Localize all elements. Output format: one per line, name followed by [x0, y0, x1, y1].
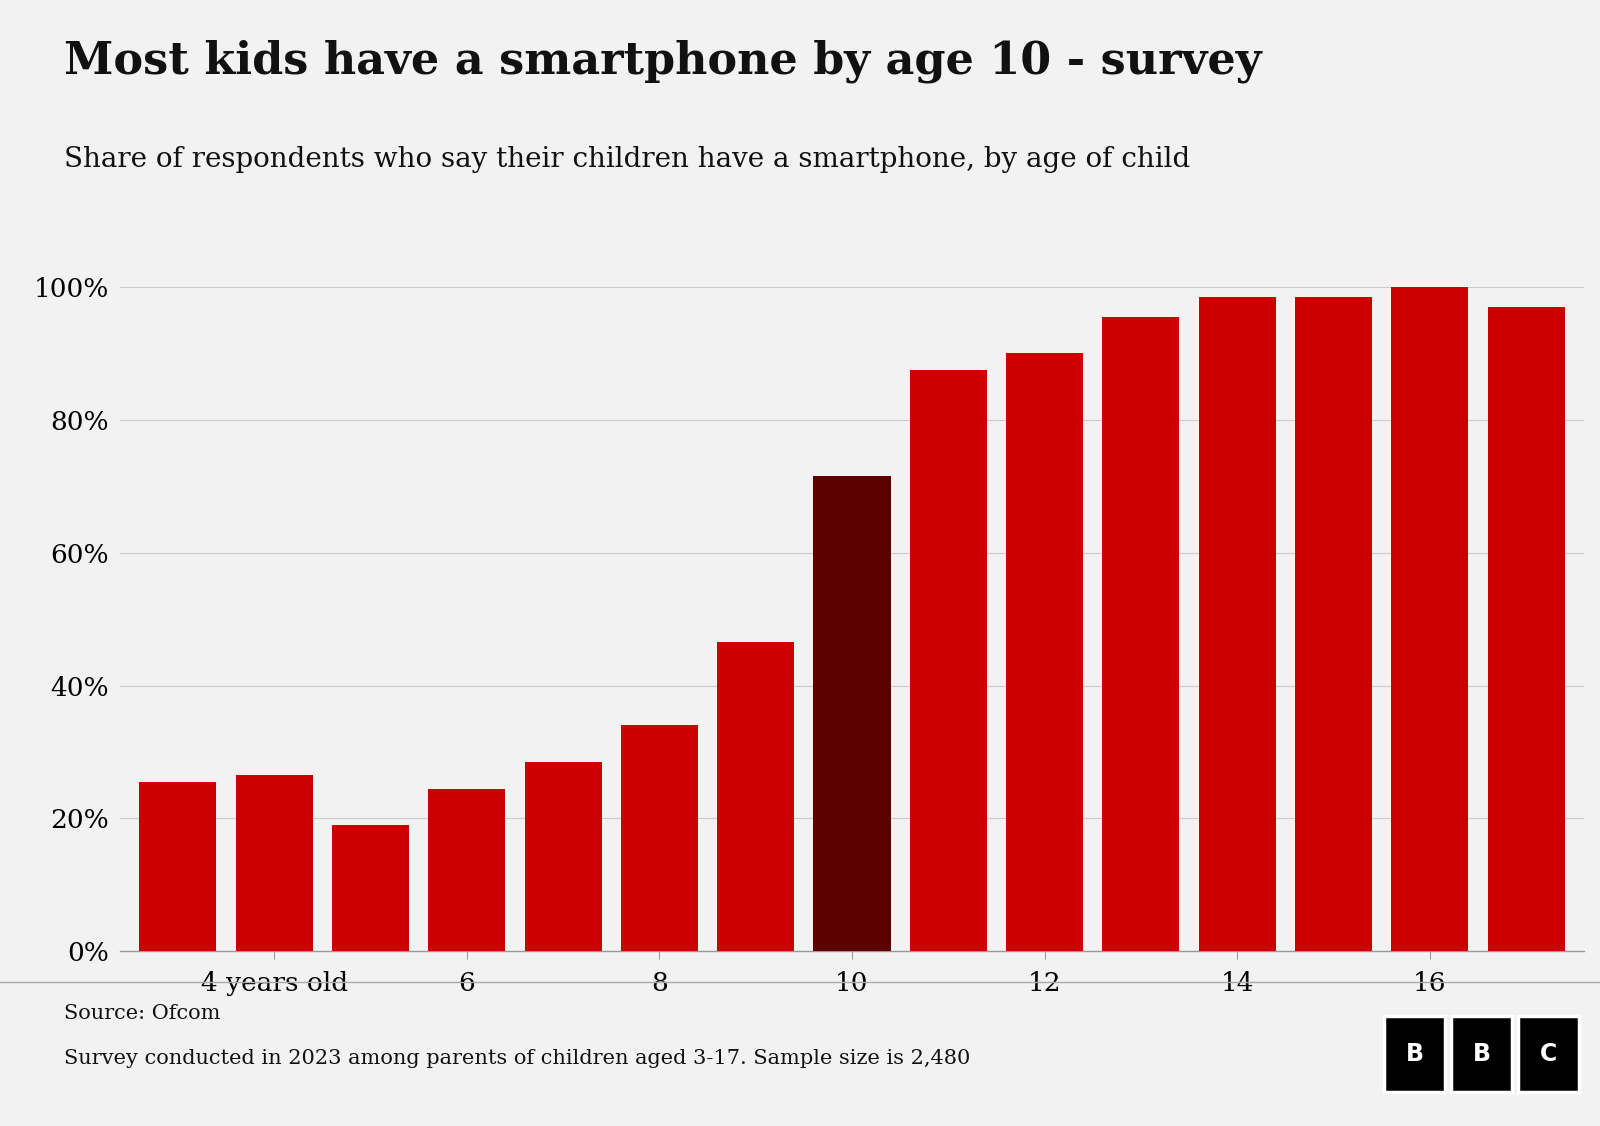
Bar	[621, 725, 698, 951]
Text: Most kids have a smartphone by age 10 - survey: Most kids have a smartphone by age 10 - …	[64, 39, 1261, 83]
Bar	[1102, 316, 1179, 951]
Bar	[1392, 287, 1469, 951]
Bar	[331, 825, 410, 951]
Text: Source: Ofcom: Source: Ofcom	[64, 1004, 221, 1024]
Bar	[235, 776, 312, 951]
Bar	[717, 642, 794, 951]
Text: B: B	[1472, 1042, 1491, 1066]
Text: C: C	[1541, 1042, 1557, 1066]
Bar	[910, 369, 987, 951]
Bar	[813, 476, 891, 951]
Text: Survey conducted in 2023 among parents of children aged 3-17. Sample size is 2,4: Survey conducted in 2023 among parents o…	[64, 1049, 970, 1069]
Bar	[525, 762, 602, 951]
Bar	[1198, 296, 1275, 951]
Text: Share of respondents who say their children have a smartphone, by age of child: Share of respondents who say their child…	[64, 146, 1190, 173]
Bar	[1294, 296, 1373, 951]
Bar	[429, 788, 506, 951]
Bar	[1006, 354, 1083, 951]
Bar	[139, 781, 216, 951]
Text: B: B	[1405, 1042, 1424, 1066]
Bar	[1488, 306, 1565, 951]
